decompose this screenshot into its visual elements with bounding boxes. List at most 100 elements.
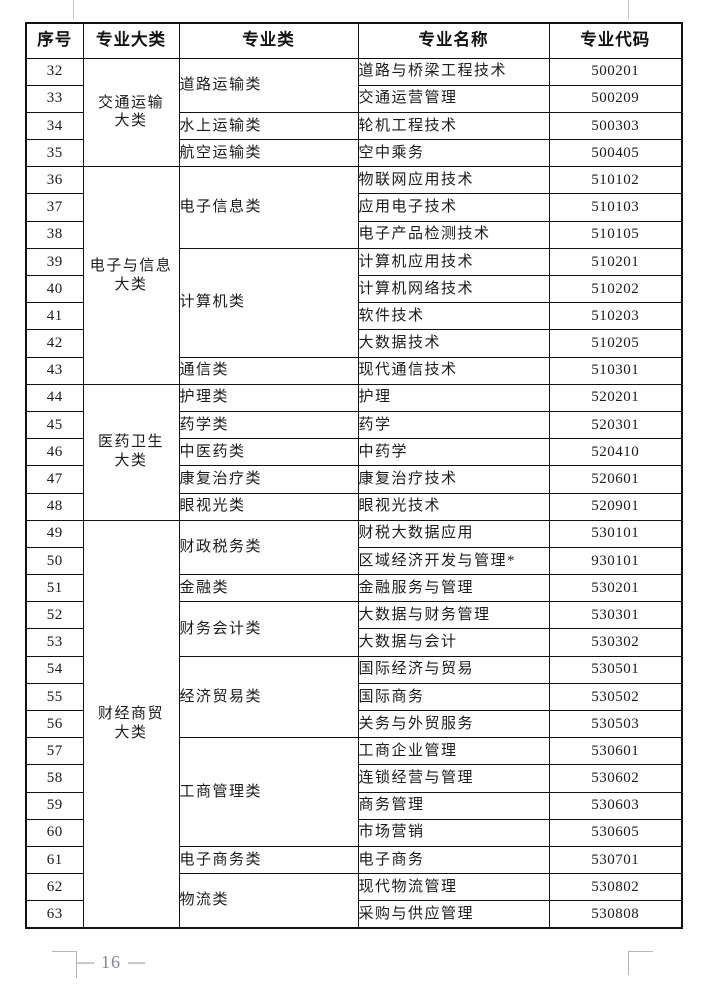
majors-table: 序号 专业大类 专业类 专业名称 专业代码 32 交通运输 大类 道路运输类 道路与桥梁工程技… bbox=[25, 22, 683, 929]
major-name-cell: 电子商务 bbox=[357, 845, 550, 875]
major-code-cell: 510205 bbox=[548, 329, 683, 358]
serial-cell: 34 bbox=[25, 111, 84, 141]
major-name-cell: 大数据与财务管理 bbox=[357, 601, 550, 630]
major-code-cell: 510105 bbox=[548, 220, 683, 249]
table-body: 32 交通运输 大类 道路运输类 道路与桥梁工程技术 500201 33 交通运营管理 500… bbox=[25, 57, 683, 929]
major-code-cell: 530503 bbox=[548, 709, 683, 739]
category-cell: 交通运输 大类 bbox=[82, 57, 180, 168]
serial-cell: 37 bbox=[25, 193, 84, 222]
table-row: 39 计算机类 计算机应用技术 510201 bbox=[25, 247, 683, 358]
class-cell: 电子信息类 bbox=[178, 166, 359, 249]
major-code-cell: 500405 bbox=[548, 139, 683, 168]
class-cell: 财政税务类 bbox=[178, 519, 359, 576]
footer-dash-left: — bbox=[77, 952, 94, 971]
table-row: 40 计算机网络技术 510202 bbox=[25, 274, 683, 304]
major-name-cell: 道路与桥梁工程技术 bbox=[357, 57, 550, 86]
major-code-cell: 500209 bbox=[548, 84, 683, 113]
major-name-cell: 金融服务与管理 bbox=[357, 574, 550, 603]
major-code-cell: 530302 bbox=[548, 628, 683, 657]
table-row: 38 电子产品检测技术 510105 bbox=[25, 220, 683, 249]
major-name-cell: 区域经济开发与管理* bbox=[357, 546, 550, 576]
footer-dash-right: — bbox=[128, 952, 145, 971]
class-cell: 水上运输类 bbox=[178, 111, 359, 141]
serial-cell: 50 bbox=[25, 546, 84, 576]
class-cell: 通信类 bbox=[178, 356, 359, 385]
major-code-cell: 510203 bbox=[548, 302, 683, 331]
major-name-cell: 大数据技术 bbox=[357, 329, 550, 358]
table-row: 43 通信类 现代通信技术 510301 bbox=[25, 356, 683, 385]
class-cell: 经济贸易类 bbox=[178, 655, 359, 739]
major-code-cell: 510103 bbox=[548, 193, 683, 222]
major-name-cell: 采购与供应管理 bbox=[357, 900, 550, 929]
major-name-cell: 软件技术 bbox=[357, 302, 550, 331]
major-code-cell: 530101 bbox=[548, 519, 683, 548]
serial-cell: 35 bbox=[25, 139, 84, 168]
major-code-cell: 530201 bbox=[548, 574, 683, 603]
crop-mark-bottom-right bbox=[628, 951, 653, 975]
major-code-cell: 520410 bbox=[548, 438, 683, 467]
crop-mark-top-left bbox=[73, 0, 74, 19]
table-row: 58 连锁经营与管理 530602 bbox=[25, 764, 683, 793]
serial-cell: 61 bbox=[25, 845, 84, 875]
major-code-cell: 520201 bbox=[548, 383, 683, 412]
serial-cell: 32 bbox=[25, 57, 84, 86]
major-name-cell: 物联网应用技术 bbox=[357, 166, 550, 195]
table-row: 34 水上运输类 轮机工程技术 500303 bbox=[25, 111, 683, 141]
table-row: 57 工商管理类 工商企业管理 530601 bbox=[25, 737, 683, 847]
serial-cell: 52 bbox=[25, 601, 84, 630]
major-name-cell: 交通运营管理 bbox=[357, 84, 550, 113]
crop-mark-bottom-left bbox=[52, 951, 77, 978]
serial-cell: 42 bbox=[25, 329, 84, 358]
major-name-cell: 大数据与会计 bbox=[357, 628, 550, 657]
major-name-cell: 空中乘务 bbox=[357, 139, 550, 168]
class-cell: 电子商务类 bbox=[178, 845, 359, 875]
serial-cell: 40 bbox=[25, 274, 84, 304]
serial-cell: 56 bbox=[25, 709, 84, 739]
major-name-cell: 国际商务 bbox=[357, 682, 550, 712]
serial-cell: 51 bbox=[25, 574, 84, 603]
major-name-cell: 计算机应用技术 bbox=[357, 247, 550, 277]
major-code-cell: 510102 bbox=[548, 166, 683, 195]
major-name-cell: 药学 bbox=[357, 410, 550, 440]
serial-cell: 44 bbox=[25, 383, 84, 412]
serial-cell: 46 bbox=[25, 438, 84, 467]
serial-cell: 41 bbox=[25, 302, 84, 331]
table-row: 41 软件技术 510203 bbox=[25, 302, 683, 331]
class-cell: 道路运输类 bbox=[178, 57, 359, 113]
col-header-class: 专业类 bbox=[178, 22, 359, 59]
major-code-cell: 520901 bbox=[548, 492, 683, 521]
page-number: 16 bbox=[101, 951, 121, 972]
serial-cell: 53 bbox=[25, 628, 84, 657]
major-code-cell: 510202 bbox=[548, 274, 683, 304]
class-cell: 财务会计类 bbox=[178, 601, 359, 657]
table-row: 33 交通运营管理 500209 bbox=[25, 84, 683, 113]
table-row: 55 国际商务 530502 bbox=[25, 682, 683, 712]
table-header: 序号 专业大类 专业类 专业名称 专业代码 bbox=[25, 22, 683, 59]
table-row: 51 金融类 金融服务与管理 530201 bbox=[25, 574, 683, 603]
major-name-cell: 市场营销 bbox=[357, 818, 550, 847]
serial-cell: 55 bbox=[25, 682, 84, 712]
major-name-cell: 计算机网络技术 bbox=[357, 274, 550, 304]
table-row: 32 交通运输 大类 道路运输类 道路与桥梁工程技术 500201 bbox=[25, 57, 683, 168]
major-code-cell: 530701 bbox=[548, 845, 683, 875]
major-name-cell: 护理 bbox=[357, 383, 550, 412]
major-name-cell: 电子产品检测技术 bbox=[357, 220, 550, 249]
page-footer: — 16 — bbox=[77, 950, 145, 974]
class-cell: 药学类 bbox=[178, 410, 359, 440]
major-code-cell: 520301 bbox=[548, 410, 683, 440]
major-name-cell: 眼视光技术 bbox=[357, 492, 550, 521]
serial-cell: 59 bbox=[25, 791, 84, 820]
major-code-cell: 530603 bbox=[548, 791, 683, 820]
class-cell: 康复治疗类 bbox=[178, 465, 359, 494]
major-name-cell: 中药学 bbox=[357, 438, 550, 467]
major-name-cell: 现代物流管理 bbox=[357, 873, 550, 902]
col-header-major-name: 专业名称 bbox=[357, 22, 550, 59]
class-cell: 航空运输类 bbox=[178, 139, 359, 168]
serial-cell: 43 bbox=[25, 356, 84, 385]
major-code-cell: 500303 bbox=[548, 111, 683, 141]
class-cell: 金融类 bbox=[178, 574, 359, 603]
class-cell: 中医药类 bbox=[178, 438, 359, 467]
major-code-cell: 520601 bbox=[548, 465, 683, 494]
serial-cell: 45 bbox=[25, 410, 84, 440]
table-row: 35 航空运输类 空中乘务 500405 bbox=[25, 139, 683, 168]
